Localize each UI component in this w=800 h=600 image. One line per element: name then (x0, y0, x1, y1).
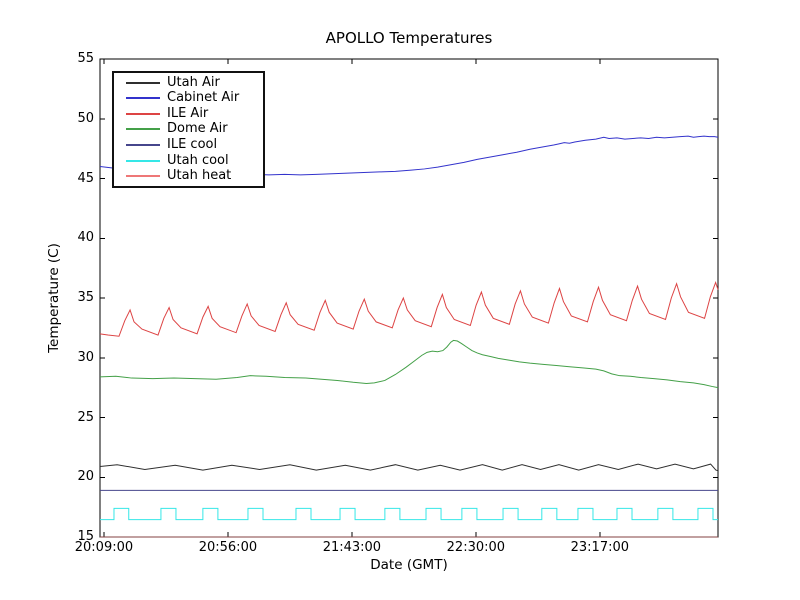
legend-item: Utah Air (114, 75, 263, 90)
legend-swatch (126, 128, 160, 131)
legend-swatch (126, 81, 160, 84)
y-axis-label: Temperature (C) (46, 243, 62, 353)
legend-item-label: Utah cool (167, 152, 229, 168)
y-tick-label: 15 (77, 529, 94, 544)
legend-item: Utah cool (114, 153, 263, 168)
legend-item-label: ILE cool (167, 137, 218, 153)
legend-item-label: Cabinet Air (167, 90, 240, 106)
y-tick-label: 40 (77, 230, 94, 246)
legend-swatch (126, 159, 160, 162)
chart-title: APOLLO Temperatures (325, 29, 493, 47)
y-tick-label: 35 (77, 290, 94, 305)
legend-item: Cabinet Air (114, 91, 263, 106)
y-tick-label: 50 (77, 110, 94, 126)
legend-swatch (126, 97, 160, 100)
legend-item-label: ILE Air (167, 105, 209, 121)
y-tick-label: 45 (77, 170, 94, 186)
x-tick-label: 23:17:00 (570, 540, 630, 555)
legend-item-label: Utah Air (167, 74, 220, 90)
legend-item-label: Dome Air (167, 121, 228, 137)
x-axis-label: Date (GMT) (370, 557, 448, 573)
legend-item: Dome Air (114, 122, 263, 137)
legend-item: ILE Air (114, 106, 263, 121)
series-line-ile-air (99, 280, 719, 337)
x-tick-label: 22:30:00 (446, 540, 506, 555)
y-tick-label: 55 (77, 51, 94, 66)
y-tick-label: 25 (77, 409, 94, 425)
legend-item: Utah heat (114, 169, 263, 184)
legend-swatch (126, 175, 160, 178)
legend-swatch (126, 144, 160, 147)
legend-item: ILE cool (114, 138, 263, 153)
legend-item-label: Utah heat (167, 168, 232, 184)
series-line-cabinet-air (99, 135, 719, 176)
y-tick-label: 30 (77, 349, 94, 365)
series-line-utah-air (99, 463, 719, 472)
x-tick-label: 21:43:00 (322, 540, 382, 555)
series-line-dome-air (99, 339, 719, 389)
y-tick-label: 20 (77, 469, 94, 485)
x-tick-label: 20:56:00 (198, 540, 258, 555)
legend: Utah Air Cabinet Air ILE Air Dome Air ILE co… (112, 71, 265, 188)
legend-swatch (126, 112, 160, 115)
x-tick-label: 20:09:00 (74, 540, 134, 555)
series-line-utah-cool (100, 507, 718, 521)
